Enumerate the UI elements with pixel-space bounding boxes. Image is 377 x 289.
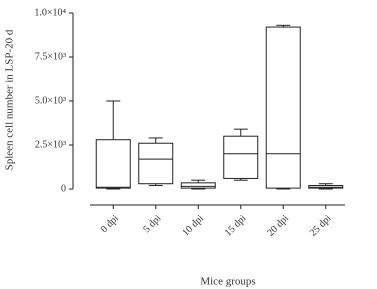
x-tick-label: 20 dpi: [265, 213, 291, 239]
box: [95, 139, 131, 189]
y-tick-label: 0: [61, 183, 66, 194]
y-axis-title: Spleen cell number in LSP-20 d: [4, 29, 16, 170]
x-axis-title: Mice groups: [200, 276, 255, 288]
x-tick-label: 25 dpi: [308, 213, 334, 239]
y-tick-label: 1.0×10⁴: [34, 7, 66, 18]
box: [138, 142, 174, 185]
x-tick-label: 5 dpi: [141, 213, 163, 235]
box: [223, 135, 259, 179]
x-tick-label: 0 dpi: [99, 213, 121, 235]
box: [180, 182, 216, 189]
x-tick-label: 10 dpi: [180, 213, 206, 239]
y-tick-label: 5.0×10³: [35, 95, 66, 106]
y-tick-label: 2.5×10³: [35, 139, 66, 150]
y-tick-label: 7.5×10³: [35, 51, 66, 62]
box: [265, 26, 301, 189]
x-tick-label: 15 dpi: [223, 213, 249, 239]
